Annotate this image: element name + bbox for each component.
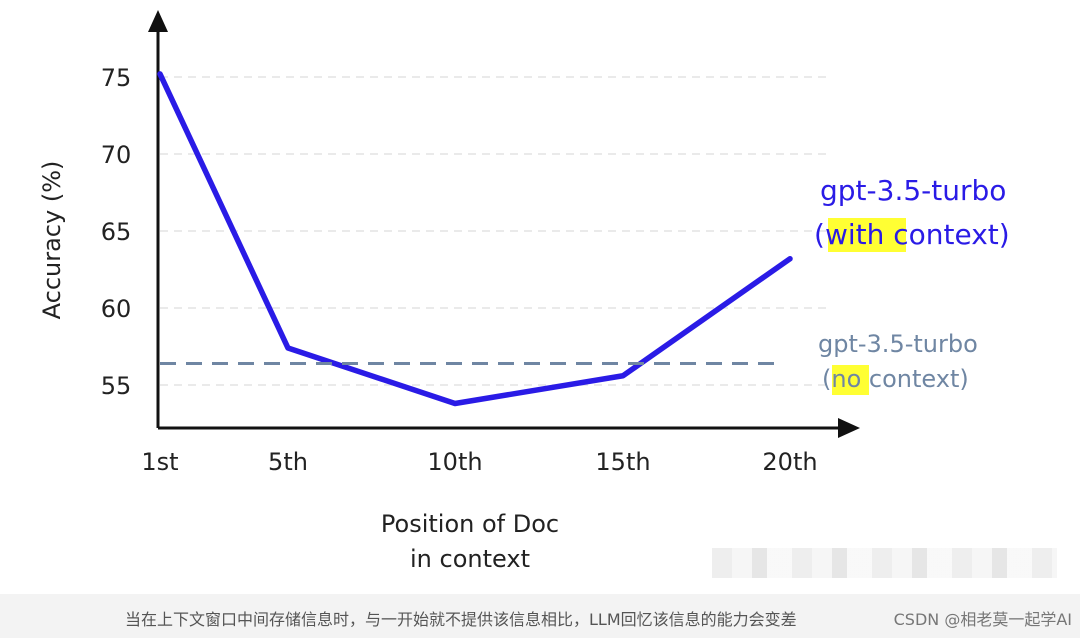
watermark-text: CSDN @相老莫一起学AI <box>893 610 1072 629</box>
x-tick-label: 1st <box>141 448 178 476</box>
legend-label-no-context-line2: (no context) <box>822 365 969 393</box>
x-axis-title: in context <box>410 545 530 573</box>
legend-rest: context) <box>861 365 968 393</box>
x-axis-title: Position of Doc <box>381 510 559 538</box>
y-axis-arrow <box>148 10 168 32</box>
legend-highlighted-word: with <box>825 218 884 251</box>
x-tick-label: 10th <box>427 448 482 476</box>
y-tick-label: 65 <box>101 218 132 246</box>
series-layer <box>157 71 793 407</box>
legend-paren: ( <box>814 218 825 251</box>
y-tick-label: 70 <box>101 141 132 169</box>
x-axis-arrow <box>838 418 860 438</box>
legend-label-with-context: gpt-3.5-turbo <box>820 174 1006 207</box>
gridlines <box>160 76 828 386</box>
y-tick-label: 60 <box>101 295 132 323</box>
blurred-region <box>712 548 1057 578</box>
y-tick-label: 55 <box>101 372 132 400</box>
legend-highlight-with <box>828 218 906 252</box>
legend-highlight-no <box>832 365 869 395</box>
tick-labels: 75 70 65 60 55 1st 5th 10th 15th 20th <box>101 64 818 476</box>
legend-label-with-context-line2: (with context) <box>814 218 1010 251</box>
axis-titles: Position of Doc in context Accuracy (%) <box>38 161 559 573</box>
y-tick-label: 75 <box>101 64 132 92</box>
y-axis-title: Accuracy (%) <box>38 161 66 320</box>
caption-bar <box>0 594 1080 638</box>
legend-rest: context) <box>884 218 1009 251</box>
legend-label-no-context: gpt-3.5-turbo <box>818 330 978 358</box>
legend-highlighted-word: no <box>831 365 861 393</box>
axes <box>148 10 860 438</box>
legend-paren: ( <box>822 365 831 393</box>
series-line-with-context <box>157 71 793 407</box>
x-tick-label: 5th <box>268 448 308 476</box>
x-tick-label: 20th <box>762 448 817 476</box>
figure-caption: 当在上下文窗口中间存储信息时，与一开始就不提供该信息相比，LLM回忆该信息的能力… <box>125 610 797 629</box>
chart-figure: 75 70 65 60 55 1st 5th 10th 15th 20th Position of… <box>8 0 1072 590</box>
line-chart: 75 70 65 60 55 1st 5th 10th 15th 20th Position of… <box>38 10 1010 573</box>
x-tick-label: 15th <box>595 448 650 476</box>
legend: gpt-3.5-turbo(with context)gpt-3.5-turbo… <box>814 174 1010 395</box>
